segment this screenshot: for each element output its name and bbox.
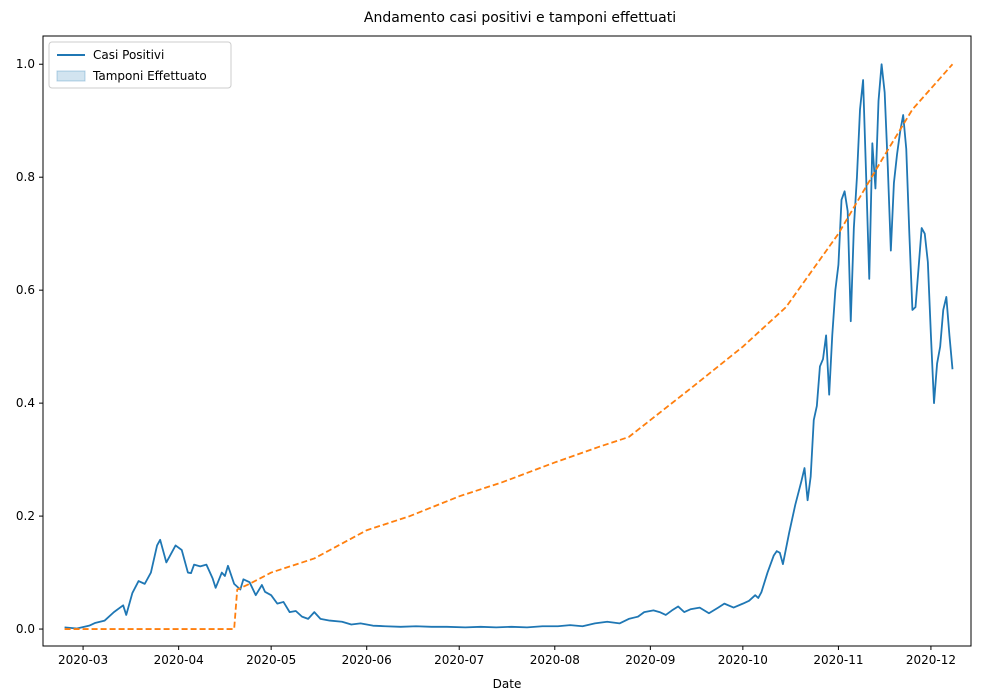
y-tick-label: 0.0 — [16, 622, 35, 636]
legend-swatch-patch — [56, 70, 86, 82]
x-axis-label: Date — [493, 677, 522, 691]
legend-box — [48, 41, 232, 89]
series-line-1 — [64, 63, 954, 630]
x-tick-label: 2020-03 — [58, 653, 108, 667]
x-tick-label: 2020-08 — [530, 653, 580, 667]
x-tick-label: 2020-07 — [434, 653, 484, 667]
y-tick-label: 0.2 — [16, 509, 35, 523]
x-tick-label: 2020-12 — [906, 653, 956, 667]
x-tick-label: 2020-04 — [154, 653, 204, 667]
y-tick-label: 0.8 — [16, 170, 35, 184]
chart-title: Andamento casi positivi e tamponi effett… — [364, 10, 676, 26]
y-tick-label: 1.0 — [16, 57, 35, 71]
x-tick-label: 2020-10 — [718, 653, 768, 667]
x-tick-label: 2020-11 — [813, 653, 863, 667]
x-tick-label: 2020-06 — [342, 653, 392, 667]
y-tick-label: 0.4 — [16, 396, 35, 410]
plot-area — [42, 35, 972, 647]
x-tick-label: 2020-05 — [246, 653, 296, 667]
y-tick-label: 0.6 — [16, 283, 35, 297]
legend-label: Casi Positivi — [93, 48, 164, 62]
y-axis: 0.0 0.2 0.4 0.6 0.8 1.0 — [16, 57, 43, 636]
legend-label: Tamponi Effettuato — [92, 69, 207, 83]
legend: Casi Positivi Tamponi Effettuato — [48, 41, 232, 89]
x-tick-label: 2020-09 — [625, 653, 675, 667]
series-line-2 — [64, 63, 954, 630]
x-axis: 2020-03 2020-04 2020-05 2020-06 2020-07 2020-… — [58, 646, 956, 667]
plot-frame — [42, 35, 972, 647]
